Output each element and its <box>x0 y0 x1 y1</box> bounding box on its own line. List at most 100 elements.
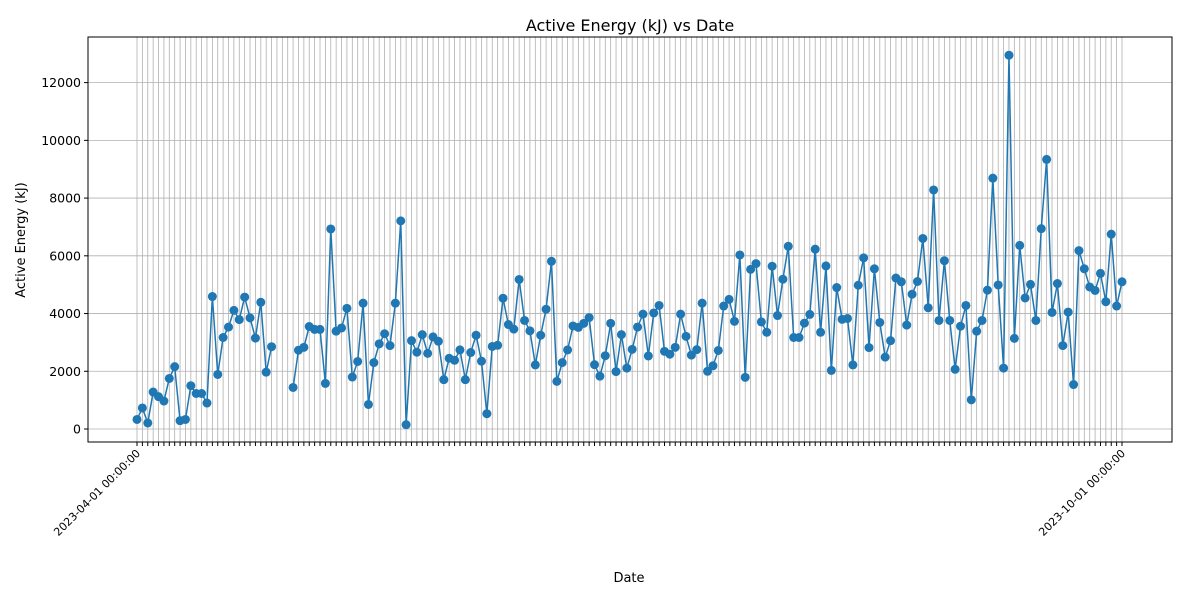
data-point <box>584 313 594 323</box>
data-point <box>530 360 540 370</box>
chart-title: Active Energy (kJ) vs Date <box>526 16 734 35</box>
x-axis-ticks: 2023-04-01 00:00:00 2023-10-01 00:00:00 <box>51 442 1128 539</box>
data-point <box>579 318 589 328</box>
data-point <box>966 395 976 405</box>
data-point <box>627 344 637 354</box>
data-point <box>740 372 750 382</box>
y-tick-label: 0 <box>73 422 81 437</box>
data-point <box>563 345 573 355</box>
data-point <box>950 364 960 374</box>
data-point <box>724 294 734 304</box>
data-point <box>234 315 244 325</box>
data-point <box>433 336 443 346</box>
data-point <box>407 336 417 346</box>
data-point <box>729 316 739 326</box>
x-tick-label-first: 2023-04-01 00:00:00 <box>51 447 143 539</box>
x-axis-label: Date <box>613 571 644 586</box>
data-point <box>864 343 874 353</box>
y-tick-label: 10000 <box>41 133 81 148</box>
data-point <box>875 317 885 327</box>
y-tick-label: 6000 <box>49 248 81 263</box>
data-point <box>611 367 621 377</box>
data-point <box>1058 341 1068 351</box>
data-point <box>665 349 675 359</box>
data-point <box>546 256 556 266</box>
data-point <box>956 321 966 331</box>
data-point <box>450 355 460 365</box>
data-point <box>886 336 896 346</box>
x-gridlines <box>136 37 1123 442</box>
data-point <box>1095 268 1105 278</box>
data-point <box>670 342 680 352</box>
data-point <box>557 358 567 368</box>
data-point <box>633 322 643 332</box>
data-point <box>320 378 330 388</box>
data-point <box>423 348 433 358</box>
data-point <box>708 361 718 371</box>
data-point <box>207 292 217 302</box>
data-point <box>476 356 486 366</box>
data-point <box>498 293 508 303</box>
data-point <box>622 363 632 373</box>
data-point <box>358 298 368 308</box>
data-point <box>810 244 820 254</box>
data-point <box>180 414 190 424</box>
data-point <box>288 382 298 392</box>
data-point <box>1031 315 1041 325</box>
data-point <box>347 372 357 382</box>
data-point <box>380 329 390 339</box>
data-point <box>821 261 831 271</box>
y-tick-label: 4000 <box>49 306 81 321</box>
data-point <box>326 224 336 234</box>
data-point <box>912 277 922 286</box>
data-point <box>256 297 266 307</box>
data-point <box>1106 229 1116 239</box>
data-point <box>923 303 933 313</box>
data-point <box>638 309 648 319</box>
data-point <box>1036 224 1046 234</box>
y-tick-label: 8000 <box>49 191 81 206</box>
data-point <box>1047 307 1057 317</box>
data-point <box>390 298 400 308</box>
data-point <box>934 315 944 325</box>
data-point <box>842 313 852 323</box>
data-point <box>170 362 180 372</box>
data-point <box>299 342 309 352</box>
data-point <box>988 173 998 183</box>
data-point <box>848 360 858 370</box>
data-point <box>186 381 196 391</box>
data-point <box>493 340 503 350</box>
data-point <box>762 327 772 337</box>
data-point <box>267 342 277 352</box>
data-point <box>224 322 233 332</box>
data-point <box>746 264 756 274</box>
data-point <box>353 356 363 366</box>
data-point <box>880 352 890 362</box>
data-point <box>1090 285 1100 295</box>
data-point <box>509 324 519 334</box>
data-point <box>999 363 1009 373</box>
data-point <box>466 348 476 358</box>
data-point <box>525 326 535 336</box>
data-point <box>536 330 546 340</box>
data-point <box>1063 307 1073 317</box>
data-point <box>460 375 470 385</box>
data-point <box>520 315 530 325</box>
x-tick-label-last: 2023-10-01 00:00:00 <box>1036 447 1128 539</box>
data-point <box>455 345 465 355</box>
data-point <box>164 373 174 383</box>
data-point <box>250 333 260 343</box>
data-point <box>1026 279 1035 289</box>
data-point <box>229 305 239 315</box>
data-point <box>514 274 524 284</box>
y-axis-label: Active Energy (kJ) <box>14 182 29 298</box>
data-point <box>972 326 982 336</box>
data-point <box>401 420 411 430</box>
data-point <box>869 264 879 274</box>
data-point <box>719 301 729 311</box>
data-point <box>245 313 255 323</box>
data-point <box>417 330 427 340</box>
data-point <box>396 216 406 226</box>
data-point <box>697 298 707 308</box>
data-point <box>805 309 815 319</box>
